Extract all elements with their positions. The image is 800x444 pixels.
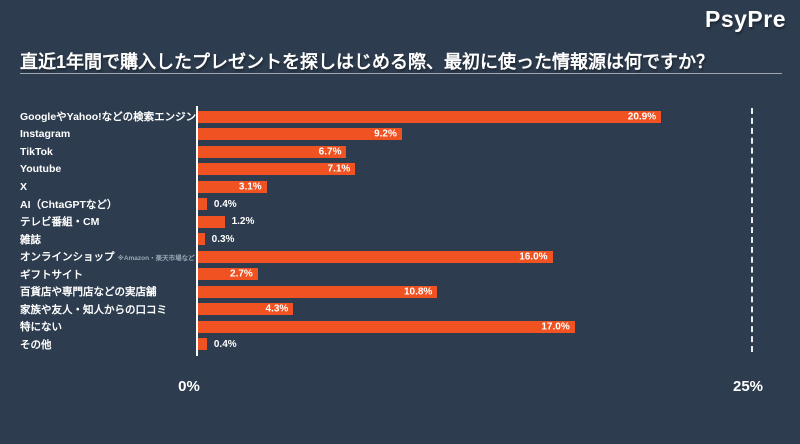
category-label: ギフトサイト xyxy=(20,268,83,281)
y-axis-line xyxy=(196,106,198,356)
category-label-row: GoogleやYahoo!などの検索エンジン xyxy=(20,108,196,126)
bar-row: 3.1% xyxy=(198,178,752,196)
category-label: その他 xyxy=(20,338,52,351)
page-title: 直近1年間で購入したプレゼントを探しはじめる際、最初に使った情報源は何ですか？ xyxy=(20,52,715,72)
category-label: Youtube xyxy=(20,163,62,176)
bar xyxy=(198,233,205,246)
value-label: 9.2% xyxy=(374,128,397,140)
bar-plot-area: 20.9% 9.2% 6.7% 7.1% 3.1% 0.4% 1.2% 0.3% 16.0% 2.… xyxy=(198,108,752,353)
value-label: 1.2% xyxy=(231,216,255,228)
category-label-row: その他 xyxy=(20,336,196,354)
x-axis-tick-25: 25% xyxy=(732,378,764,395)
bar: 3.1% xyxy=(198,180,267,193)
value-label: 0.3% xyxy=(211,233,235,245)
bar-row: 0.4% xyxy=(198,196,752,214)
category-label: X xyxy=(20,180,28,193)
x-axis-tick-0: 0% xyxy=(178,378,200,395)
bar-row: 10.8% xyxy=(198,283,752,301)
bar: 20.9% xyxy=(198,110,662,123)
category-label: テレビ番組・CM xyxy=(20,216,100,229)
category-label-row: AI（ChtaGPTなど） xyxy=(20,196,196,214)
category-label-row: 家族や友人・知人からの口コミ xyxy=(20,301,196,319)
value-label: 10.8% xyxy=(403,286,433,298)
category-label: AI（ChtaGPTなど） xyxy=(20,198,118,211)
bar: 6.7% xyxy=(198,145,347,158)
category-label-row: X xyxy=(20,178,196,196)
value-label: 6.7% xyxy=(318,146,342,158)
category-label-row: 雑誌 xyxy=(20,231,196,249)
category-label-row: Instagram xyxy=(20,126,196,144)
bar xyxy=(198,338,207,351)
value-label: 0.4% xyxy=(213,198,237,210)
brand-logo: PsyPre xyxy=(704,6,786,32)
category-label-column: GoogleやYahoo!などの検索エンジン Instagram TikTok You… xyxy=(20,108,196,353)
title-divider xyxy=(20,73,782,74)
bar-row: 7.1% xyxy=(198,161,752,179)
bar-row: 9.2% xyxy=(198,126,752,144)
category-label-row: ギフトサイト xyxy=(20,266,196,284)
bar xyxy=(198,215,225,228)
gridline-25-percent xyxy=(751,108,753,352)
bar: 17.0% xyxy=(198,320,575,333)
bar-row: 17.0% xyxy=(198,318,752,336)
value-label: 17.0% xyxy=(541,321,570,333)
value-label: 7.1% xyxy=(327,163,351,175)
category-label: TikTok xyxy=(20,145,53,158)
bar: 7.1% xyxy=(198,163,356,176)
bar-row: 1.2% xyxy=(198,213,752,231)
value-label: 0.4% xyxy=(213,338,237,350)
category-label: 雑誌 xyxy=(20,233,41,246)
category-label-row: 百貨店や専門店などの実店舗 xyxy=(20,283,196,301)
bar-row: 0.4% xyxy=(198,336,752,354)
bar: 2.7% xyxy=(198,268,258,281)
value-label: 4.3% xyxy=(265,303,289,315)
bar-row: 6.7% xyxy=(198,143,752,161)
bar-row: 0.3% xyxy=(198,231,752,249)
bar-row: 2.7% xyxy=(198,266,752,284)
value-label: 16.0% xyxy=(519,251,548,263)
category-label-row: Youtube xyxy=(20,161,196,179)
bar: 10.8% xyxy=(198,285,438,298)
category-label: 百貨店や専門店などの実店舗 xyxy=(20,286,157,299)
category-label-row: テレビ番組・CM xyxy=(20,213,196,231)
category-label-row: オンラインショップ ※Amazon・楽天市場など xyxy=(20,248,196,266)
bar-row: 16.0% xyxy=(198,248,752,266)
category-note: ※Amazon・楽天市場など xyxy=(117,254,195,262)
category-label: オンラインショップ xyxy=(20,251,115,264)
bar: 9.2% xyxy=(198,128,402,141)
category-label: GoogleやYahoo!などの検索エンジン xyxy=(20,111,197,124)
bar-row: 4.3% xyxy=(198,301,752,319)
category-label: 特にない xyxy=(20,321,62,334)
category-label-row: 特にない xyxy=(20,318,196,336)
category-label: 家族や友人・知人からの口コミ xyxy=(20,303,167,316)
value-label: 3.1% xyxy=(238,181,262,193)
bar xyxy=(198,198,207,211)
category-label: Instagram xyxy=(20,128,71,141)
bar-row: 20.9% xyxy=(198,108,752,126)
bar: 4.3% xyxy=(198,303,294,316)
value-label: 2.7% xyxy=(230,268,253,280)
bar: 16.0% xyxy=(198,250,553,263)
value-label: 20.9% xyxy=(627,111,657,123)
category-label-row: TikTok xyxy=(20,143,196,161)
